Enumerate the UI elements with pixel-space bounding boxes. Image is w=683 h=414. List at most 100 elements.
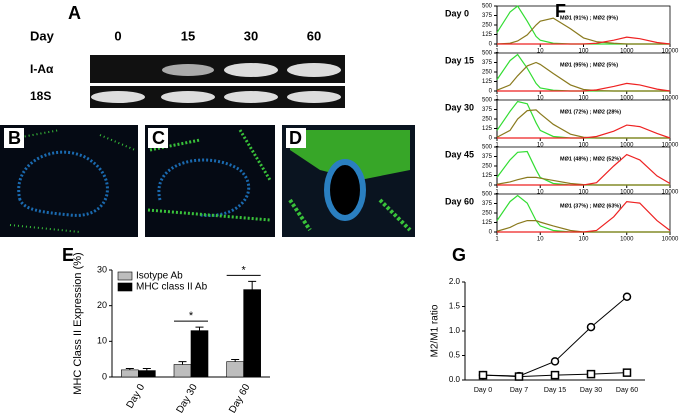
annotation: MØ1 (37%) ; MØ2 (63%) [560, 203, 621, 209]
annotation: * [189, 310, 194, 322]
series-line [497, 200, 671, 233]
legend-label: MHC class II Ab [136, 282, 208, 293]
legend-swatch [117, 282, 133, 292]
panel-title: Day 45 [445, 149, 474, 159]
marker [550, 370, 560, 380]
gel-header: Day [30, 28, 55, 43]
marker [586, 369, 596, 379]
panel-label: F [555, 1, 566, 21]
x-tick-label: 10000 [662, 190, 679, 196]
x-tick-label: 10 [537, 190, 544, 196]
series-line [496, 176, 670, 186]
panel-label: D [289, 128, 302, 148]
gel-row-label: I-Aα [30, 62, 54, 76]
x-tick-label: 10000 [662, 49, 679, 55]
y-tick-label: 500 [482, 192, 493, 198]
series-line [496, 220, 670, 233]
x-tick-label: 1000 [620, 49, 634, 55]
annotation: MØ1 (95%) ; MØ2 (5%) [560, 62, 618, 68]
error-bar [195, 326, 204, 331]
gel-header: 0 [114, 28, 121, 43]
marker [622, 292, 632, 301]
gel-header: 30 [244, 28, 258, 43]
gel-header: 60 [307, 28, 321, 43]
bar [121, 369, 139, 378]
series-line [496, 194, 670, 233]
gel-bands [91, 63, 341, 103]
y-tick-label: 500 [482, 145, 493, 151]
y-tick-label: 0 [489, 89, 493, 95]
y-tick-label: 0 [489, 183, 493, 189]
y-tick-label: 0 [102, 371, 107, 381]
y-tick-label: 125 [482, 173, 493, 179]
series-line [496, 17, 670, 45]
y-tick-label: 250 [482, 117, 493, 123]
x-tick-label: 10 [537, 143, 544, 149]
y-tick-label: 30 [97, 264, 107, 274]
series-line [497, 36, 671, 45]
panel-title: Day 60 [445, 196, 474, 206]
series-line [496, 109, 670, 139]
y-tick-label: 0.0 [449, 375, 461, 384]
x-tick-label: 1000 [620, 190, 634, 196]
y-tick-label: 2.0 [449, 277, 461, 286]
plot-frame [496, 146, 671, 186]
marker [550, 357, 560, 366]
error-bar [178, 361, 187, 365]
bar [190, 330, 209, 378]
x-tick-label: Day 60 [227, 382, 253, 414]
bar [226, 361, 244, 378]
x-tick-label: 1000 [620, 96, 634, 102]
error-bar [231, 359, 240, 362]
panel-label: G [452, 245, 466, 265]
y-tick-label: 0 [489, 230, 493, 236]
plot-frame [496, 99, 671, 139]
bar [173, 364, 192, 378]
x-tick-label: 10000 [662, 96, 679, 102]
y-tick-label: 1.0 [449, 326, 461, 335]
x-tick-label: Day 0 [125, 382, 148, 411]
y-tick-label: 375 [482, 201, 493, 207]
y-tick-label: 250 [482, 70, 493, 76]
panel-title: Day 15 [445, 55, 474, 65]
panel-title: Day 0 [445, 8, 469, 18]
x-tick-label: Day 0 [474, 387, 492, 394]
x-tick-label: Day 60 [616, 387, 638, 394]
x-tick-label: 1 [495, 49, 499, 55]
series-line [497, 153, 671, 186]
annotation: MØ1 (72%) ; MØ2 (28%) [560, 109, 621, 115]
panel-label: E [62, 245, 74, 265]
panel-label: A [68, 3, 81, 23]
x-tick-label: 100 [578, 49, 589, 55]
x-tick-label: 100 [578, 96, 589, 102]
x-tick-label: 1 [495, 96, 499, 102]
x-tick-label: 10 [537, 96, 544, 102]
y-tick-label: 375 [482, 107, 493, 113]
panel-title: Day 30 [445, 102, 474, 112]
y-tick-label: 500 [482, 4, 493, 10]
y-tick-label: 0 [489, 42, 493, 48]
y-tick-label: 375 [482, 13, 493, 19]
x-tick-label: 1000 [620, 143, 634, 149]
annotation: * [242, 264, 247, 276]
error-bar [125, 367, 134, 370]
legend-swatch [117, 271, 133, 281]
y-tick-label: 125 [482, 126, 493, 132]
y-axis-label: M2/M1 ratio [430, 304, 441, 357]
plot-frame [496, 52, 671, 92]
x-tick-label: 10000 [662, 237, 679, 243]
series-line [497, 124, 671, 139]
x-tick-label: Day 15 [544, 387, 566, 394]
y-tick-label: 250 [482, 23, 493, 29]
marker [586, 322, 596, 332]
gel-header: 15 [181, 28, 195, 43]
x-tick-label: 1000 [620, 237, 634, 243]
y-tick-label: 500 [482, 98, 493, 104]
y-tick-label: 125 [482, 32, 493, 38]
y-axis-label: MHC Class II Expression (%) [72, 252, 84, 394]
y-tick-label: 125 [482, 79, 493, 85]
y-tick-label: 375 [482, 154, 493, 160]
bar [243, 289, 261, 378]
y-tick-label: 250 [482, 164, 493, 170]
